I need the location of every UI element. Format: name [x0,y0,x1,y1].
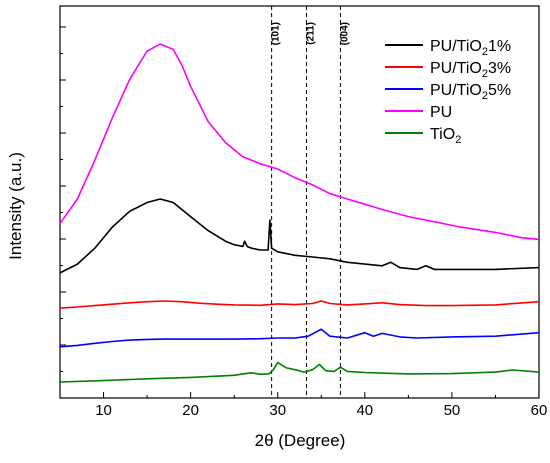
reference-lines: (101) (211) (004) [271,6,350,398]
axes: 10 20 30 40 50 60 [59,26,548,419]
legend-label-tio2: TiO2 [430,126,461,146]
legend-label-pu-tio2-1: PU/TiO21% [430,38,511,58]
legend-label-percent: 1% [488,38,511,55]
series-line-pu-tio2-5 [59,328,540,348]
legend-label-percent: 5% [488,82,511,99]
legend-label-main: TiO [430,126,455,143]
legend-label-subscript: 2 [482,90,488,102]
y-axis-title: Intensity (a.u.) [6,152,25,260]
legend-label-subscript: 2 [482,46,488,58]
legend-label-subscript: 2 [482,68,488,80]
x-tick-label-20: 20 [182,402,199,419]
x-tick-label-10: 10 [95,402,112,419]
x-tick-label-30: 30 [269,402,286,419]
legend-label-main: PU/TiO [430,38,482,55]
series-line-tio2 [59,361,540,383]
reference-label-004: (004) [339,22,350,45]
series-line-pu-tio2-1 [59,198,540,274]
x-axis-title: 2θ (Degree) [255,431,346,450]
legend-label-subscript: 2 [455,134,461,146]
legend-label-main: PU/TiO [430,82,482,99]
reference-label-211: (211) [305,22,316,45]
x-tick-label-40: 40 [356,402,373,419]
plot-area [59,5,540,399]
legend-label-pu: PU [430,104,452,121]
plot-border [59,5,540,399]
series-line-pu-tio2-3 [59,300,540,309]
reference-label-101: (101) [271,22,282,45]
series-lines [59,43,540,383]
legend-label-pu-tio2-5: PU/TiO25% [430,82,511,102]
legend-label-main: PU [430,104,452,121]
legend-label-percent: 3% [488,60,511,77]
x-tick-label-60: 60 [531,402,548,419]
legend-label-pu-tio2-3: PU/TiO23% [430,60,511,80]
legend-label-main: PU/TiO [430,60,482,77]
x-tick-label-50: 50 [444,402,461,419]
series-line-pu [59,43,540,241]
